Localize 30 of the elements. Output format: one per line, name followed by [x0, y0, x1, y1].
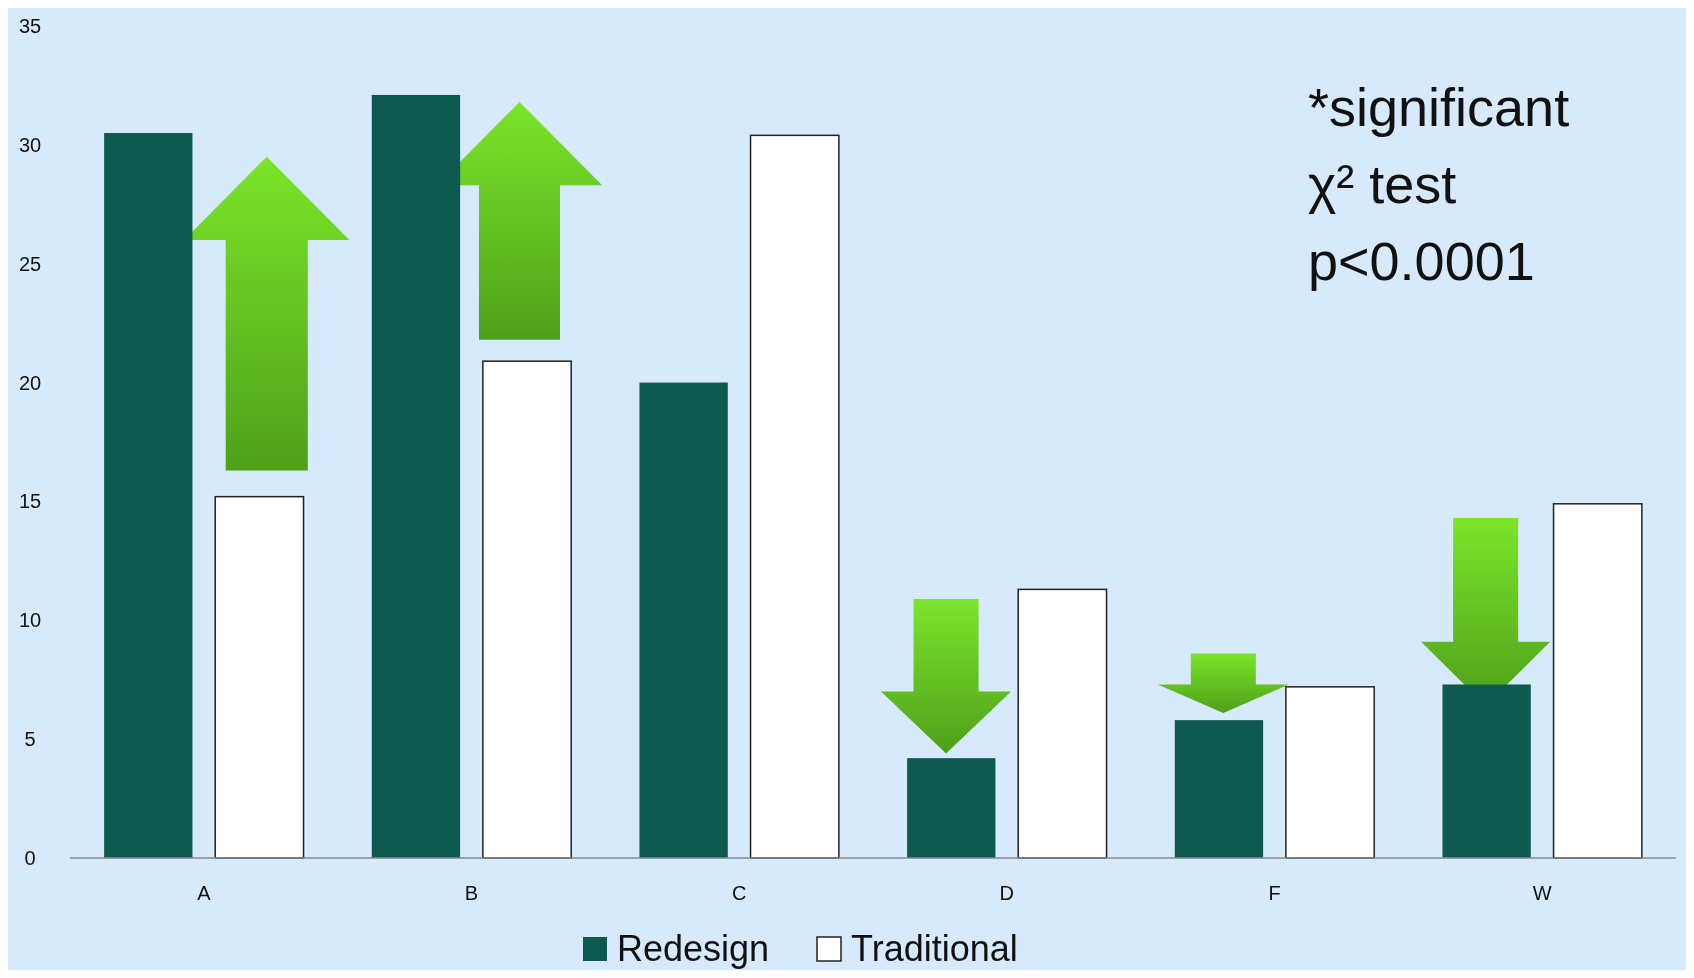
- x-tick-label: C: [731, 882, 747, 904]
- bar: [214, 495, 305, 859]
- bar: [749, 134, 840, 859]
- bar: [907, 758, 996, 858]
- y-tick-label: 20: [18, 371, 42, 394]
- y-tick-label: 5: [24, 728, 36, 751]
- x-tick-label: W: [1532, 882, 1552, 904]
- bar: [104, 132, 193, 858]
- annotation: χ² test: [1308, 154, 1457, 214]
- y-tick-label: 0: [24, 847, 36, 869]
- x-tick-label: B: [464, 882, 479, 904]
- x-tick-label: D: [999, 882, 1015, 904]
- y-tick-label: 30: [18, 133, 42, 156]
- bar: [482, 360, 572, 859]
- annotation: p<0.0001: [1308, 231, 1535, 291]
- x-tick-label: A: [197, 882, 212, 904]
- x-tick-label: F: [1268, 882, 1281, 904]
- y-tick-label: 35: [18, 15, 42, 37]
- y-tick-label: 25: [18, 252, 42, 275]
- bar: [1552, 503, 1643, 859]
- y-tick-label: 10: [18, 609, 42, 632]
- bar: [1285, 686, 1375, 859]
- legend-label: Traditional: [851, 928, 1018, 969]
- bar: [371, 94, 461, 858]
- legend-label: Redesign: [617, 928, 770, 969]
- bar: [639, 382, 728, 858]
- bar: [1174, 720, 1264, 858]
- bar: [1017, 588, 1108, 859]
- y-tick-label: 15: [18, 490, 42, 513]
- annotation: *significant: [1308, 77, 1570, 137]
